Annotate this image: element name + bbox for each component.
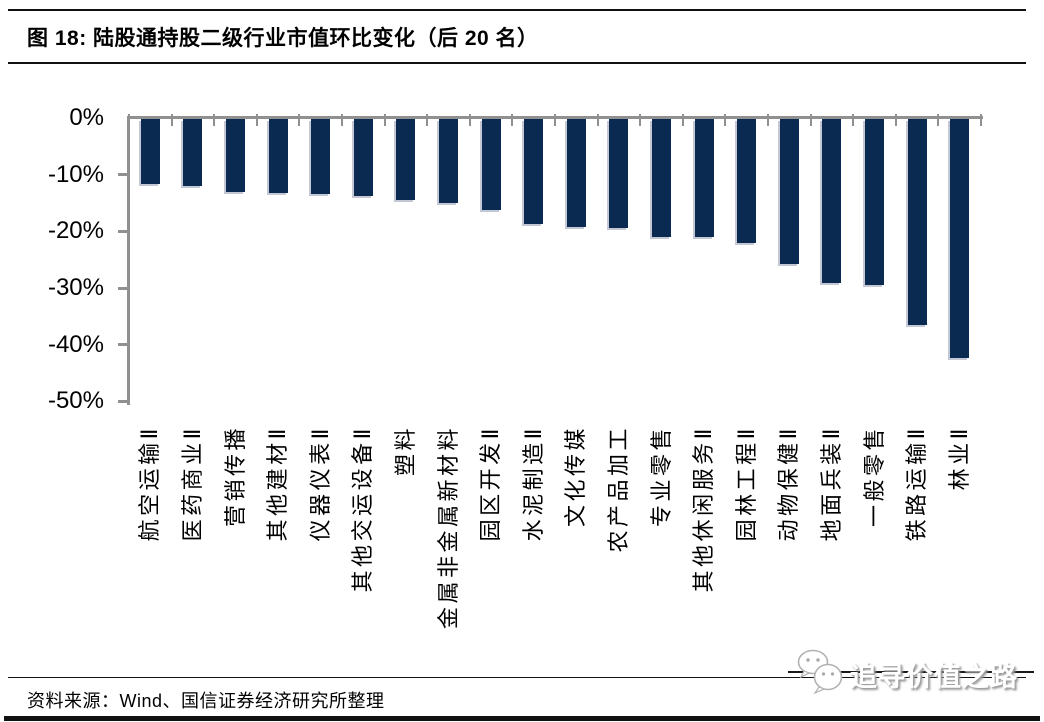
x-axis-label: 其他交运设备Ⅱ xyxy=(350,425,376,593)
watermark-line xyxy=(788,671,1034,673)
x-axis-label: 营销传播 xyxy=(222,425,248,528)
bar xyxy=(865,119,884,285)
x-axis-label: 地面兵装Ⅱ xyxy=(818,425,844,542)
bar xyxy=(311,119,331,194)
x-axis-label: 航空运输Ⅱ xyxy=(137,425,163,542)
bottom-rule xyxy=(4,716,1040,721)
x-axis-tick xyxy=(681,114,684,126)
x-axis-label: 其他建材Ⅱ xyxy=(265,425,291,542)
x-axis-tick xyxy=(128,114,130,126)
bar xyxy=(737,119,757,243)
bar xyxy=(353,119,373,196)
y-axis-tick-label: -20% xyxy=(47,217,104,245)
y-axis-tick xyxy=(118,173,130,177)
y-axis-tick-label: -50% xyxy=(47,387,104,415)
footer-rule xyxy=(8,677,1026,678)
x-axis-tick xyxy=(213,114,216,126)
x-axis-label: 一般零售 xyxy=(861,425,887,528)
x-axis-label: 水泥制造Ⅱ xyxy=(520,425,546,542)
x-axis-tick xyxy=(383,114,386,126)
x-axis-tick xyxy=(937,114,940,126)
x-axis-tick xyxy=(255,114,258,126)
bar xyxy=(950,119,970,358)
x-axis-tick xyxy=(170,114,173,126)
x-axis-tick xyxy=(809,114,812,126)
x-axis-label: 医药商业Ⅱ xyxy=(179,425,205,542)
bar xyxy=(226,119,245,192)
x-axis-tick xyxy=(639,114,642,126)
x-axis-label: 金属非金属新材料 xyxy=(435,425,461,630)
x-axis-tick xyxy=(426,114,429,126)
bar xyxy=(183,119,203,186)
y-axis-tick xyxy=(118,286,130,290)
x-axis-tick xyxy=(596,114,599,126)
x-axis-label: 园区开发Ⅱ xyxy=(478,425,504,542)
x-axis-tick xyxy=(341,114,343,126)
bar xyxy=(268,119,288,193)
data-source-note: 资料来源：Wind、国信证券经济研究所整理 xyxy=(27,691,385,711)
x-axis-tick xyxy=(724,114,727,126)
x-axis-tick xyxy=(980,114,982,126)
top-rule xyxy=(8,9,1026,11)
x-axis-label: 其他休闲服务Ⅱ xyxy=(691,425,717,593)
bar xyxy=(609,119,629,228)
x-axis-tick xyxy=(554,114,556,126)
x-axis-tick xyxy=(894,114,897,126)
bar xyxy=(524,119,544,224)
y-axis-tick xyxy=(118,229,130,233)
y-axis-tick-label: -30% xyxy=(47,274,104,302)
y-axis-tick-label: -10% xyxy=(47,160,104,188)
x-axis-label: 园林工程Ⅱ xyxy=(733,425,759,542)
bar xyxy=(140,119,160,184)
title-underline-rule xyxy=(8,62,1026,64)
bar xyxy=(396,119,416,200)
x-axis-tick xyxy=(767,114,769,126)
brand-watermark: 追寻价值之路 xyxy=(788,648,1034,696)
x-axis-label: 专业零售 xyxy=(648,425,674,528)
bar xyxy=(481,119,501,210)
bar xyxy=(439,119,458,203)
x-axis-tick xyxy=(298,114,301,126)
bar xyxy=(822,119,842,283)
bar xyxy=(566,119,586,227)
x-axis-label: 动物保健Ⅱ xyxy=(776,425,802,542)
bar xyxy=(907,119,927,325)
x-axis-tick xyxy=(511,114,514,126)
x-axis-tick xyxy=(852,114,855,126)
wechat-bubbles-icon xyxy=(797,649,843,695)
x-axis-label: 林业Ⅱ xyxy=(946,425,972,491)
x-axis-label: 文化传媒 xyxy=(563,425,589,528)
y-axis-tick-label: -40% xyxy=(47,330,104,358)
bar xyxy=(779,119,799,264)
x-axis-label: 仪器仪表Ⅱ xyxy=(307,425,333,542)
chart-title: 图 18: 陆股通持股二级行业市值环比变化（后 20 名） xyxy=(27,27,539,50)
y-axis-tick xyxy=(118,343,130,347)
y-axis-tick-label: 0% xyxy=(69,104,104,131)
x-axis-label: 农产品加工 xyxy=(605,425,631,553)
y-axis-tick xyxy=(118,399,130,403)
x-axis-tick xyxy=(468,114,471,126)
bar xyxy=(652,119,671,237)
x-axis-label: 塑料 xyxy=(392,425,418,477)
x-axis-label: 铁路运输Ⅱ xyxy=(904,425,930,542)
bar xyxy=(694,119,714,237)
watermark-text: 追寻价值之路 xyxy=(850,662,1018,692)
y-axis-line xyxy=(127,116,130,405)
